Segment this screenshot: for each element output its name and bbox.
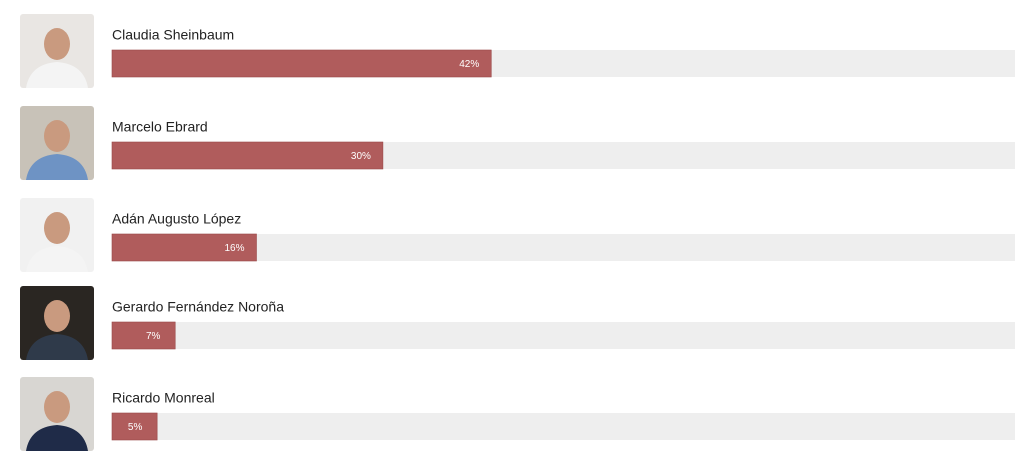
bar bbox=[111, 321, 176, 350]
photo-head bbox=[44, 28, 70, 60]
bar bbox=[111, 49, 492, 78]
candidate-name: Marcelo Ebrard bbox=[112, 119, 208, 135]
bar bbox=[111, 233, 257, 262]
bar-track bbox=[112, 322, 1015, 349]
row: Marcelo Ebrard 30% bbox=[20, 106, 1015, 180]
value-label: 42% bbox=[459, 59, 479, 70]
row: Adán Augusto López 16% bbox=[20, 198, 1015, 272]
row: Ricardo Monreal 5% bbox=[20, 377, 1015, 451]
photo-head bbox=[44, 391, 70, 423]
row: Gerardo Fernández Noroña 7% bbox=[20, 286, 1015, 360]
bar bbox=[111, 412, 158, 441]
photo-head bbox=[44, 120, 70, 152]
value-label: 7% bbox=[146, 331, 161, 342]
photo-head bbox=[44, 300, 70, 332]
photo-body bbox=[26, 334, 88, 360]
bar bbox=[111, 141, 384, 170]
value-label: 5% bbox=[128, 422, 143, 433]
photo-body bbox=[26, 425, 88, 451]
candidate-name: Claudia Sheinbaum bbox=[112, 27, 234, 43]
photo-body bbox=[26, 62, 88, 88]
row: Claudia Sheinbaum 42% bbox=[20, 14, 1015, 88]
value-label: 16% bbox=[224, 243, 244, 254]
photo-body bbox=[26, 154, 88, 180]
photo-head bbox=[44, 212, 70, 244]
candidate-name: Gerardo Fernández Noroña bbox=[112, 299, 284, 315]
value-label: 30% bbox=[351, 151, 371, 162]
bar-track bbox=[112, 234, 1015, 261]
photo-body bbox=[26, 246, 88, 272]
bar-track bbox=[112, 413, 1015, 440]
candidate-name: Adán Augusto López bbox=[112, 211, 241, 227]
candidate-name: Ricardo Monreal bbox=[112, 390, 215, 406]
